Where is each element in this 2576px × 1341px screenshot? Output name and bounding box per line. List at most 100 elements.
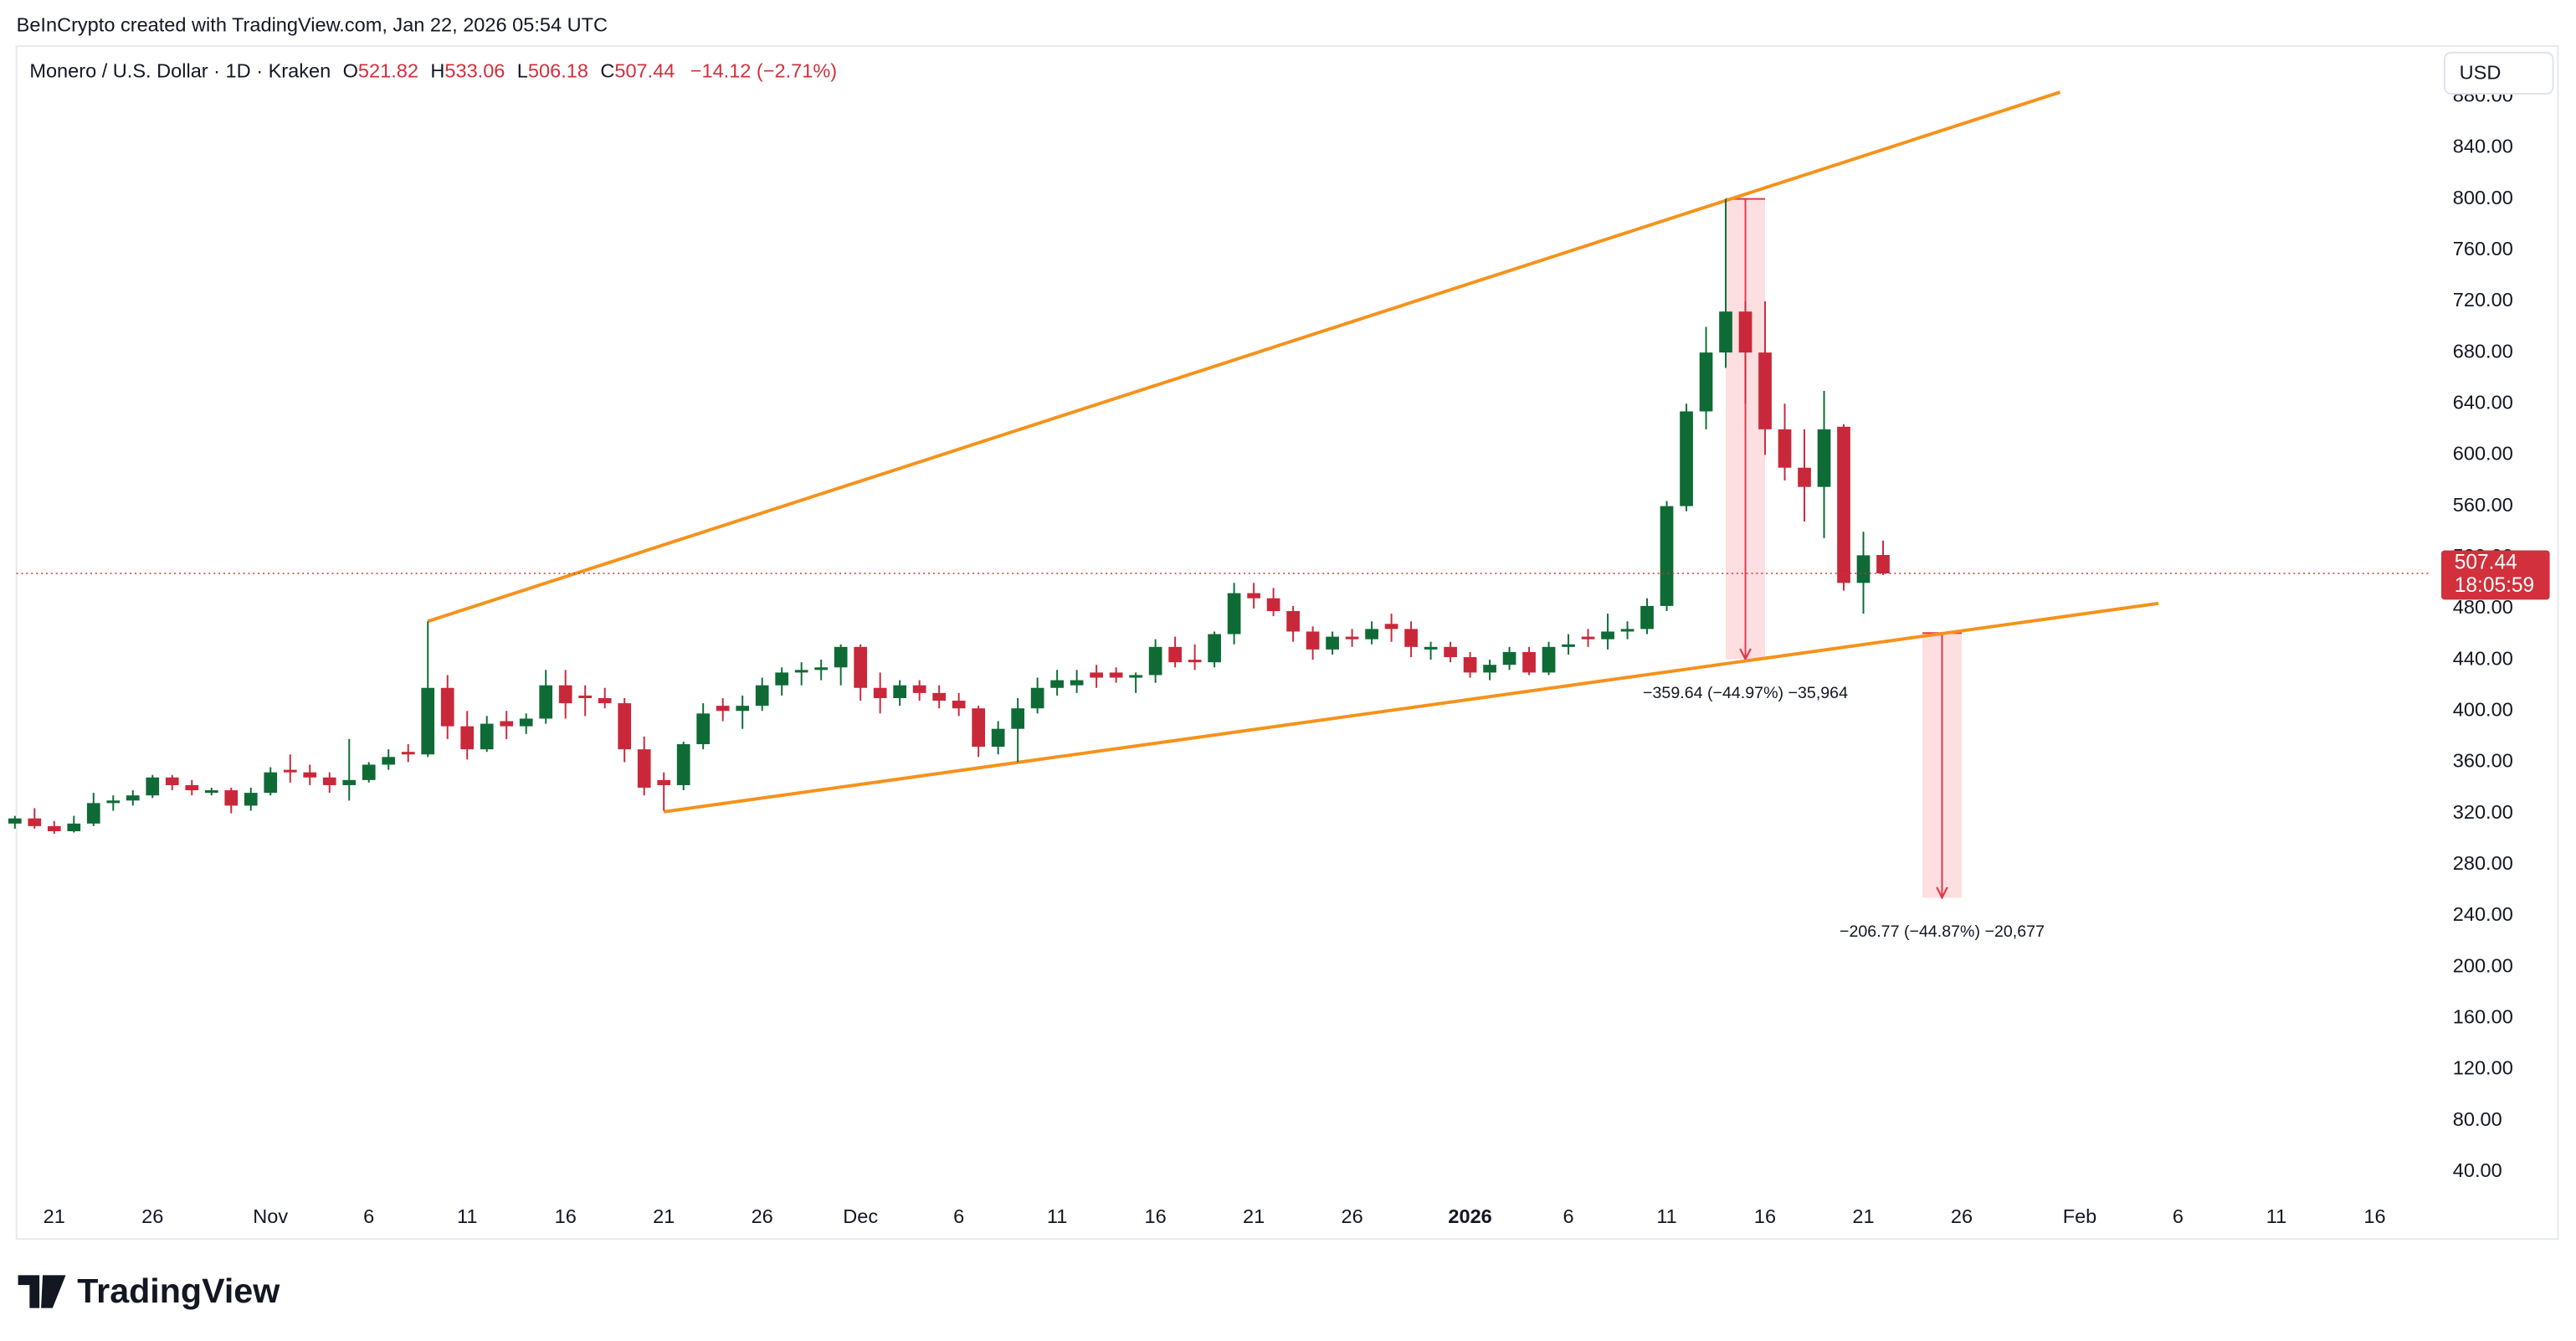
ohlc-value: 507.44	[614, 60, 675, 82]
candle-body	[972, 708, 986, 748]
trendlines	[427, 90, 2159, 814]
y-tick-label: 840.00	[2453, 136, 2513, 157]
candle-body	[1030, 687, 1044, 709]
candle-body	[854, 646, 868, 688]
candle-body	[1326, 636, 1339, 650]
candle-body	[1266, 598, 1280, 612]
candle-body	[834, 646, 848, 668]
candle-body	[558, 685, 572, 704]
candle-body	[952, 701, 966, 709]
y-tick-label: 80.00	[2453, 1108, 2502, 1130]
candle-body	[932, 692, 947, 701]
candle-body	[755, 685, 769, 706]
candle-body	[1365, 629, 1378, 640]
symbol-title: Monero / U.S. Dollar · 1D · Kraken	[29, 60, 331, 82]
ohlc-label: O	[343, 60, 358, 82]
x-tick-label: 11	[1047, 1205, 1067, 1227]
x-tick-label: 16	[555, 1205, 577, 1227]
ohlc-value: 521.82	[358, 60, 418, 82]
y-tick-label: 40.00	[2453, 1159, 2502, 1181]
x-tick-label: 26	[752, 1205, 773, 1227]
candle-body	[1562, 644, 1575, 647]
currency-button-label[interactable]: USD	[2460, 62, 2502, 84]
candle-body	[1660, 506, 1674, 606]
candle-body	[1109, 672, 1123, 678]
candle-body	[1620, 629, 1634, 632]
candle-body	[1463, 657, 1477, 673]
candle-body	[1522, 651, 1536, 673]
candle-body	[1502, 651, 1516, 665]
candle-body	[1070, 680, 1084, 686]
candle-body	[1601, 631, 1614, 640]
x-tick-label: 21	[1852, 1205, 1874, 1227]
candle-body	[1090, 672, 1103, 678]
measure-label: −206.77 (−44.87%) −20,677	[1840, 922, 2045, 941]
y-tick-label: 120.00	[2453, 1057, 2513, 1079]
y-tick-label: 440.00	[2453, 647, 2513, 669]
candle-body	[8, 818, 22, 824]
x-tick-label: Dec	[843, 1205, 878, 1227]
candle-body	[204, 790, 218, 794]
candle-body	[775, 672, 789, 686]
change: −14.12 (−2.71%)	[690, 60, 837, 82]
candle-body	[1699, 352, 1713, 412]
candle-body	[28, 818, 42, 826]
x-tick-label: 26	[1341, 1205, 1362, 1227]
x-tick-label: 21	[44, 1205, 65, 1227]
candle-body	[657, 779, 671, 785]
ohlc-value: 506.18	[528, 60, 588, 82]
ohlc-label: L	[517, 60, 528, 82]
countdown-label: 18:05:59	[2455, 574, 2534, 597]
candle-body	[283, 769, 297, 773]
candle-body	[1837, 426, 1850, 583]
candle-body	[1404, 629, 1418, 647]
candle-body	[578, 695, 593, 698]
candle-body	[47, 825, 61, 832]
legend: Monero / U.S. Dollar · 1D · Kraken O521.…	[29, 60, 837, 82]
candle-body	[1542, 646, 1556, 673]
brand-name: TradingView	[77, 1272, 280, 1310]
last-price-box	[2441, 550, 2550, 600]
candle-body	[362, 764, 376, 780]
x-tick-label: 6	[953, 1205, 964, 1227]
brand-logo	[18, 1275, 66, 1308]
candles	[8, 198, 1890, 835]
x-tick-label: 26	[1951, 1205, 1973, 1227]
candle-body	[519, 718, 533, 727]
y-tick-label: 600.00	[2453, 443, 2513, 465]
candle-body	[1188, 660, 1202, 663]
x-tick-label: 11	[1656, 1205, 1676, 1227]
candle-body	[224, 790, 239, 806]
candle-body	[1778, 429, 1792, 468]
x-tick-label: Nov	[253, 1205, 288, 1227]
y-tick-label: 280.00	[2453, 852, 2513, 874]
candle-body	[342, 779, 357, 785]
candle-body	[1424, 646, 1438, 650]
measure-label: −359.64 (−44.97%) −35,964	[1643, 684, 1848, 702]
candle-body	[500, 721, 514, 727]
candle-body	[1306, 631, 1320, 650]
candle-body	[244, 793, 258, 806]
y-tick-label: 320.00	[2453, 801, 2513, 823]
candle-body	[1129, 675, 1142, 678]
candle-body	[1208, 634, 1221, 663]
candle-body	[1680, 411, 1693, 506]
candle-body	[480, 723, 494, 750]
x-tick-label: 6	[2173, 1205, 2183, 1227]
candle-body	[637, 749, 651, 789]
candle-body	[1050, 680, 1064, 688]
currency-button[interactable]	[2443, 51, 2554, 95]
candle-body	[1483, 665, 1496, 673]
trendline	[427, 90, 2061, 624]
axes: 40.00 80.00 120.00 160.00 200.00 240.00 280.00…	[16, 85, 2550, 1227]
y-tick-label: 760.00	[2453, 238, 2513, 259]
ohlc-label: H	[430, 60, 444, 82]
candle-body	[893, 685, 907, 698]
x-tick-label: 16	[1145, 1205, 1167, 1227]
candle-body	[716, 706, 730, 712]
candle-body	[106, 800, 121, 804]
x-tick-label: 16	[2363, 1205, 2385, 1227]
candle-body	[126, 795, 140, 801]
